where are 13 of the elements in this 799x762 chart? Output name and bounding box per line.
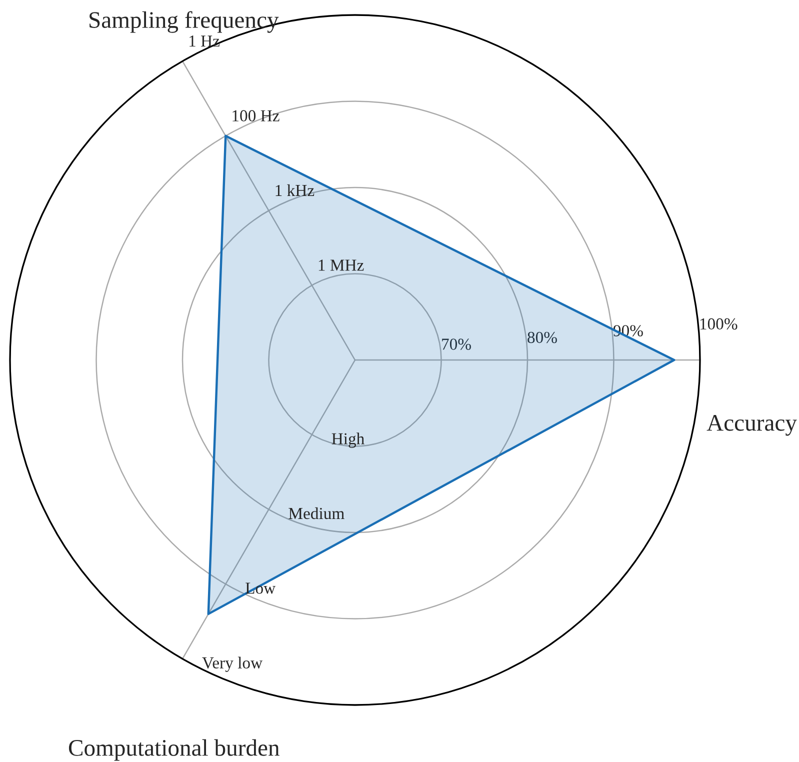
y-tick-label: 80% — [528, 332, 557, 344]
text: High — [332, 432, 364, 448]
text: 1 kHz — [276, 184, 314, 196]
y-tick-label: 70% — [442, 338, 471, 350]
spoke-label: Sampling frequency — [90, 11, 279, 33]
text: Medium — [288, 507, 344, 520]
y-tick-label: 100% — [700, 318, 738, 330]
text: 100 Hz — [232, 110, 280, 122]
spoke-label: Accuracy — [706, 415, 797, 436]
text: 1 Hz — [190, 36, 220, 47]
text: 1 MHz — [318, 260, 364, 271]
spoke-label: Computational burden — [68, 739, 280, 761]
text: Very low — [202, 656, 262, 672]
